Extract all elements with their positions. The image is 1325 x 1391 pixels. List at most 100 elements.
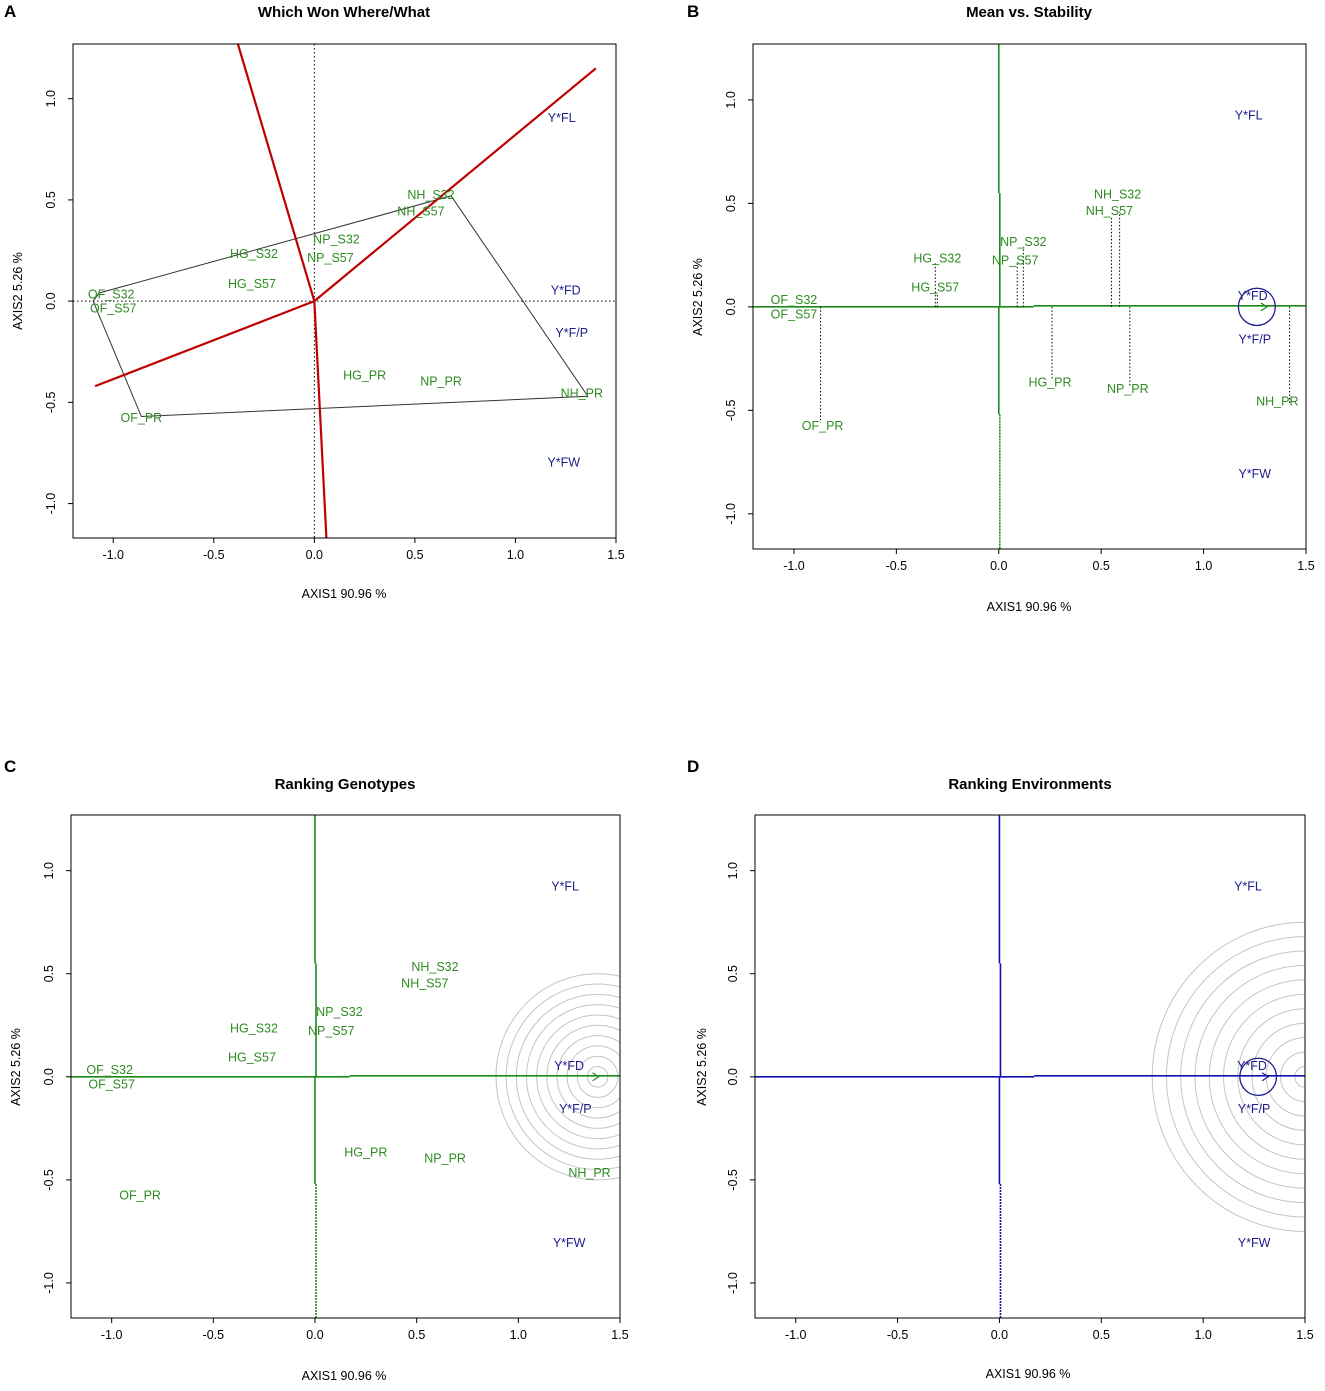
environment-label: Y*F/P [1238,1102,1271,1116]
average-environment-circle [1237,287,1276,327]
genotype-label: NP_PR [424,1152,466,1166]
y-tick-label: 0.0 [42,1068,56,1085]
genotype-label: NP_S32 [316,1005,363,1019]
x-tick-label: 1.0 [1194,1328,1211,1342]
x-tick-label: -1.0 [785,1328,807,1342]
x-tick-label: 1.0 [1195,559,1212,573]
y-axis-label: AXIS2 5.26 % [695,1028,709,1106]
chart-title: Ranking Genotypes [275,776,416,793]
genotype-label: OF_S57 [771,307,818,321]
genotype-label: HG_S32 [230,247,278,261]
x-tick-label: 0.0 [990,559,1007,573]
environment-label: Y*FD [554,1059,584,1073]
y-tick-label: 1.0 [724,91,738,108]
genotype-label: NH_S32 [407,188,454,202]
x-tick-label: -0.5 [886,559,908,573]
x-tick-label: 0.5 [408,1328,425,1342]
genotype-label: OF_PR [119,1189,161,1203]
genotype-label: HG_S32 [230,1022,278,1036]
environment-label: Y*FW [553,1236,586,1250]
sector-ray [236,44,316,302]
genotype-label: NH_PR [1256,394,1298,408]
genotype-label: HG_S57 [911,281,959,295]
x-tick-label: -0.5 [887,1328,909,1342]
panel-letter: D [687,757,699,776]
sector-ray [313,301,328,538]
concentric-circle [1223,993,1305,1160]
x-tick-label: 0.5 [1093,1328,1110,1342]
x-tick-label: 0.5 [1092,559,1109,573]
x-tick-label: 0.5 [406,548,423,562]
y-tick-label: -1.0 [42,1272,56,1294]
genotype-label: NP_S57 [308,1024,355,1038]
y-tick-label: 0.0 [44,292,58,309]
x-tick-label: 1.0 [510,1328,527,1342]
plot-frame [752,43,1307,550]
y-tick-label: 0.5 [44,191,58,208]
arrow-icon [1261,1072,1270,1082]
environment-label: Y*FW [1238,467,1271,481]
x-tick-label: -1.0 [101,1328,123,1342]
environment-label: Y*FW [1238,1236,1271,1250]
panel-d: D Ranking Environments Y*FL Y*FD Y*F/P Y*FW -1… [687,757,1314,1381]
environment-label: Y*FL [551,879,579,893]
x-tick-label: 0.0 [306,548,323,562]
environment-label: Y*F/P [559,1102,592,1116]
concentric-circle [1194,965,1305,1189]
x-tick-label: -1.0 [102,548,124,562]
x-tick-label: -0.5 [203,548,225,562]
genotype-label: NP_S32 [313,233,360,247]
environment-label: Y*FL [1234,879,1262,893]
environment-label: Y*FW [547,455,580,469]
x-tick-label: 1.5 [1297,559,1314,573]
x-tick-label: 1.5 [607,548,624,562]
concentric-circle [556,1035,620,1119]
genotype-label: OF_S57 [88,1077,135,1091]
genotype-label: NH_S57 [397,204,444,218]
concentric-circle [1294,1066,1305,1088]
x-axis-label: AXIS1 90.96 % [302,587,387,601]
concentric-circle [566,1045,620,1109]
genotype-label: OF_S32 [86,1063,133,1077]
which-won-polygon [92,195,589,418]
genotype-label: NH_S32 [1094,187,1141,201]
y-tick-label: 1.0 [726,862,740,879]
environment-label: Y*FL [1235,109,1263,123]
genotype-label: OF_S32 [88,287,135,301]
sector-ray [313,67,597,302]
x-tick-label: -0.5 [203,1328,225,1342]
chart-title: Ranking Environments [948,776,1111,793]
panel-letter: B [687,2,699,21]
y-axis-label: AXIS2 5.26 % [9,1028,23,1106]
concentric-circle [505,983,620,1171]
x-tick-label: 0.0 [306,1328,323,1342]
genotype-label: NP_S57 [307,251,354,265]
y-axis-label: AXIS2 5.26 % [11,252,25,330]
genotype-label: NH_PR [561,387,603,401]
concentric-circle [515,993,620,1160]
environment-label: Y*F/P [1238,332,1271,346]
environment-label: Y*FD [1238,289,1268,303]
concentric-circle [525,1004,620,1150]
genotype-label: NH_S57 [401,976,448,990]
average-environment-circle [1239,1057,1278,1097]
panel-letter: C [4,757,16,776]
concentric-circle [1208,979,1305,1175]
plot-frame [754,814,1306,1319]
genotype-label: OF_PR [802,419,844,433]
concentric-circle [536,1014,620,1140]
genotype-label: HG_PR [343,368,386,382]
x-axis-label: AXIS1 90.96 % [302,1369,387,1383]
genotype-label: OF_S57 [90,302,137,316]
y-tick-label: 0.0 [726,1068,740,1085]
y-tick-label: -0.5 [44,392,58,414]
x-axis-label: AXIS1 90.96 % [986,1367,1071,1381]
y-tick-label: 0.5 [724,195,738,212]
y-tick-label: -1.0 [726,1272,740,1294]
y-tick-label: 0.5 [726,965,740,982]
y-tick-label: 0.5 [42,965,56,982]
